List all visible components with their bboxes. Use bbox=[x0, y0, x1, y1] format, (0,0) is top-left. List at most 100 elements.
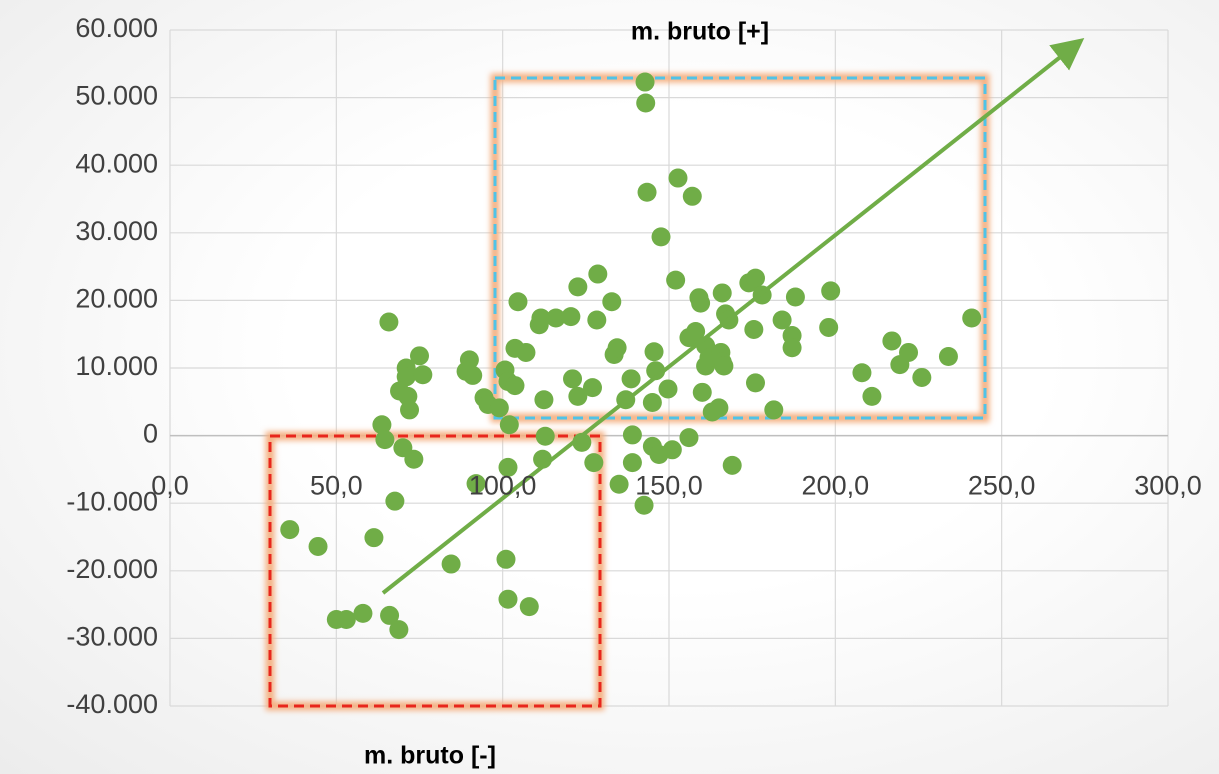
point bbox=[466, 474, 486, 494]
x-tick-label: 50,0 bbox=[310, 471, 363, 501]
point bbox=[499, 415, 519, 435]
point bbox=[568, 386, 588, 406]
point bbox=[508, 292, 528, 312]
point bbox=[441, 554, 461, 574]
point bbox=[308, 536, 328, 556]
point bbox=[456, 361, 476, 381]
x-tick-label: 300,0 bbox=[1134, 471, 1202, 501]
point bbox=[852, 363, 872, 383]
point bbox=[622, 425, 642, 445]
point bbox=[772, 310, 792, 330]
point bbox=[519, 597, 539, 617]
annotation: m. bruto [-] bbox=[364, 742, 496, 770]
point bbox=[379, 312, 399, 332]
point bbox=[785, 287, 805, 307]
point bbox=[622, 453, 642, 473]
point bbox=[561, 307, 581, 327]
point bbox=[899, 342, 919, 362]
y-tick-label: 40.000 bbox=[75, 148, 158, 178]
x-tick-label: 100,0 bbox=[469, 471, 537, 501]
point bbox=[722, 455, 742, 475]
point bbox=[662, 440, 682, 460]
point bbox=[498, 589, 518, 609]
point bbox=[587, 310, 607, 330]
point bbox=[336, 609, 356, 629]
point bbox=[410, 346, 429, 366]
point bbox=[764, 400, 784, 420]
point bbox=[862, 386, 882, 406]
point bbox=[563, 369, 583, 389]
x-tick-label: 150,0 bbox=[635, 471, 703, 501]
point bbox=[745, 268, 765, 288]
y-tick-label: 30.000 bbox=[75, 216, 158, 246]
y-tick-label: 50.000 bbox=[75, 81, 158, 111]
negative-box bbox=[268, 434, 602, 708]
point bbox=[375, 430, 395, 450]
x-tick-label: 250,0 bbox=[968, 471, 1036, 501]
point bbox=[938, 347, 958, 367]
x-tick-label: 200,0 bbox=[802, 471, 870, 501]
point bbox=[389, 620, 409, 640]
point bbox=[413, 365, 433, 385]
y-tick-label: 0 bbox=[143, 419, 158, 449]
point bbox=[634, 495, 654, 515]
point bbox=[691, 293, 711, 313]
point bbox=[534, 390, 554, 410]
point bbox=[498, 457, 518, 477]
points bbox=[280, 72, 982, 640]
point bbox=[385, 491, 405, 511]
point bbox=[637, 182, 657, 202]
point bbox=[396, 367, 416, 387]
point bbox=[682, 186, 702, 206]
point bbox=[745, 373, 765, 393]
point bbox=[364, 528, 384, 548]
point bbox=[819, 317, 839, 337]
point bbox=[912, 367, 932, 387]
point bbox=[400, 400, 420, 420]
point bbox=[531, 308, 551, 328]
point bbox=[714, 356, 734, 376]
point bbox=[666, 270, 686, 290]
point bbox=[496, 549, 516, 569]
point bbox=[651, 227, 671, 247]
point bbox=[602, 292, 622, 312]
positive-box bbox=[493, 76, 987, 420]
point bbox=[280, 520, 300, 540]
point bbox=[635, 72, 655, 92]
point bbox=[709, 398, 729, 418]
point bbox=[658, 379, 678, 399]
point bbox=[712, 283, 732, 303]
point bbox=[679, 428, 699, 448]
point bbox=[582, 378, 602, 398]
point bbox=[489, 398, 509, 418]
point bbox=[821, 281, 841, 301]
point bbox=[692, 382, 712, 402]
point bbox=[380, 605, 400, 625]
point bbox=[516, 342, 536, 362]
y-tick-label: 10.000 bbox=[75, 351, 158, 381]
point bbox=[404, 449, 424, 469]
y-tick-label: -30.000 bbox=[66, 622, 158, 652]
point bbox=[607, 338, 627, 358]
point bbox=[621, 369, 641, 389]
y-tick-label: -20.000 bbox=[66, 554, 158, 584]
point bbox=[782, 338, 802, 358]
point bbox=[568, 277, 588, 297]
glow bbox=[490, 73, 990, 423]
point bbox=[609, 474, 629, 494]
point bbox=[668, 168, 688, 188]
point bbox=[642, 392, 662, 412]
point bbox=[535, 426, 555, 446]
point bbox=[644, 342, 664, 362]
point bbox=[546, 308, 566, 328]
trend-arrow bbox=[381, 38, 1085, 595]
point bbox=[584, 453, 604, 473]
y-tick-label: -10.000 bbox=[66, 486, 158, 516]
point bbox=[962, 308, 982, 328]
y-tick-label: 20.000 bbox=[75, 284, 158, 314]
annotation: m. bruto [+] bbox=[631, 18, 769, 46]
point bbox=[372, 415, 392, 435]
x-tick-label: 0,0 bbox=[151, 471, 189, 501]
point bbox=[686, 321, 706, 341]
